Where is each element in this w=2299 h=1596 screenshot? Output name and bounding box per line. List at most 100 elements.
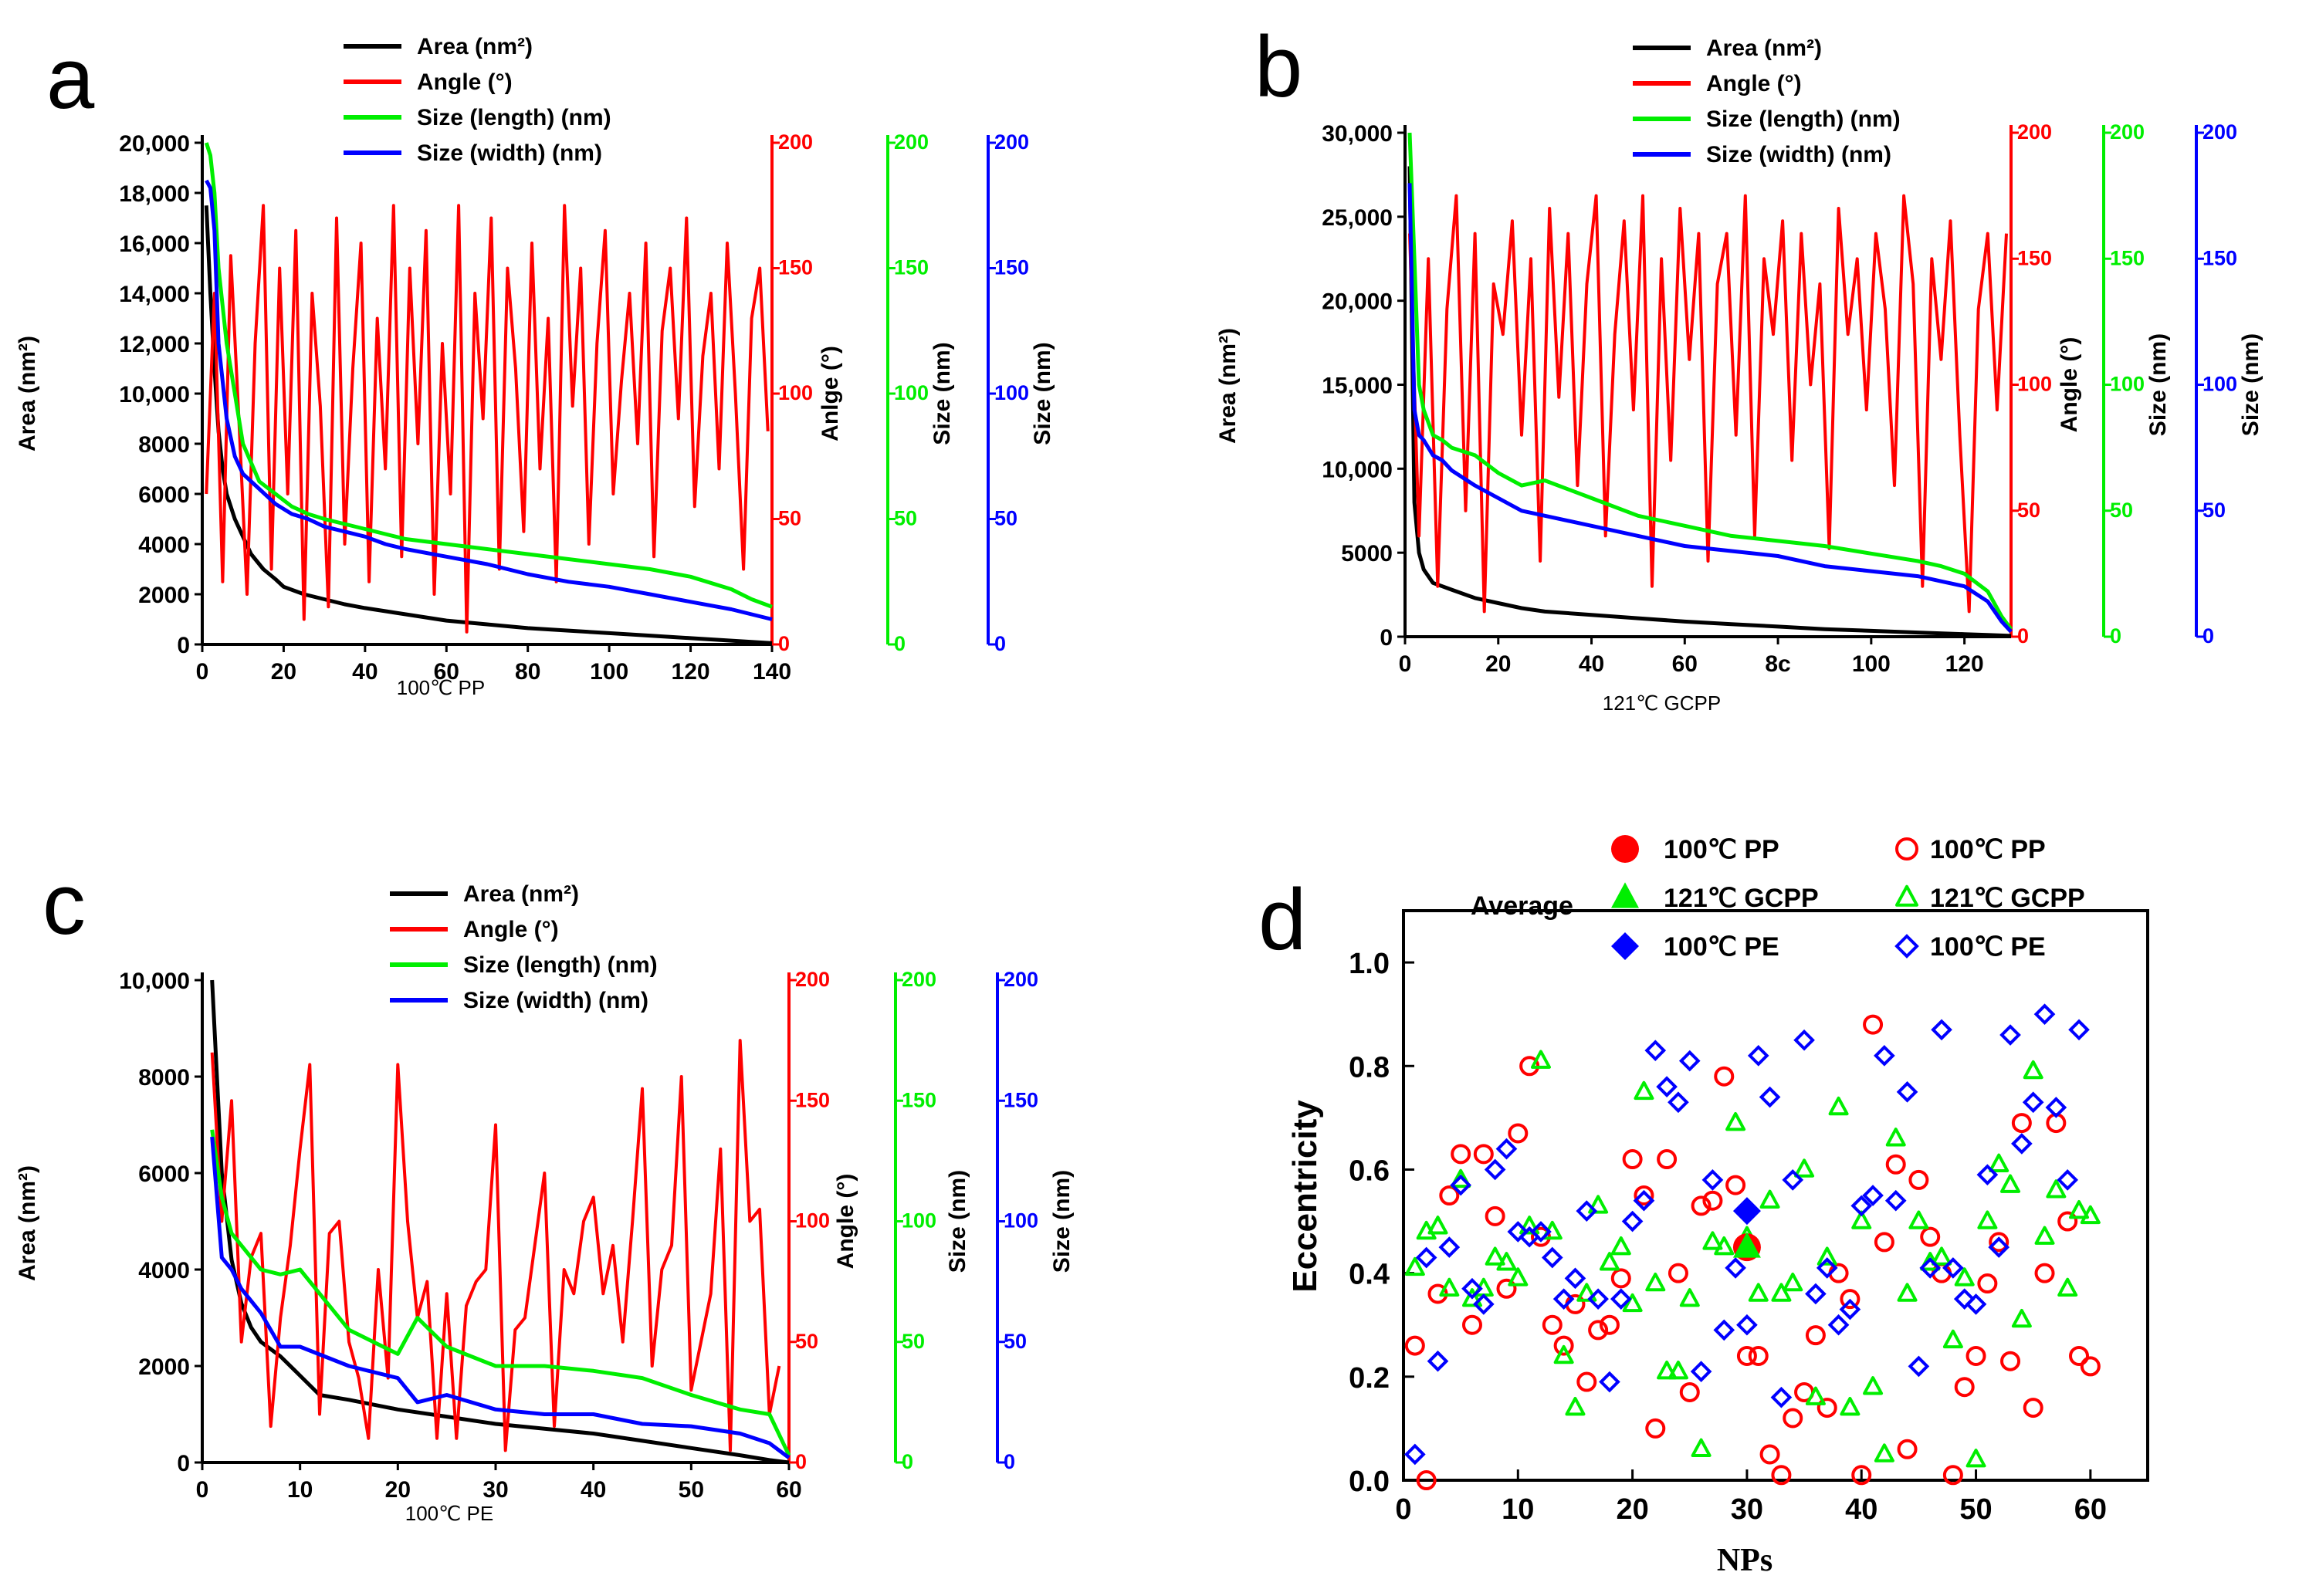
data-point	[1725, 1175, 1746, 1195]
data-point	[1495, 1138, 1518, 1160]
data-point	[1805, 1325, 1826, 1346]
left-axis-tick-label: 10,000	[1322, 457, 1393, 482]
data-point	[1908, 1355, 1930, 1378]
average-point	[1732, 1232, 1761, 1258]
legend-label: Area (nm²)	[463, 881, 579, 907]
data-point	[1932, 1246, 1952, 1266]
data-point	[1690, 1361, 1712, 1382]
x-axis-tick-label: 50	[1959, 1493, 1992, 1526]
x-axis-tick-label: 120	[672, 659, 710, 685]
x-axis-tick-label: 20	[1616, 1493, 1648, 1526]
series-line-4	[210, 1136, 791, 1459]
series-line-2	[210, 1039, 781, 1452]
legend-swatch-filled	[1611, 882, 1639, 908]
legend-label: 100℃ PE	[1930, 932, 2046, 962]
data-point	[1874, 1045, 1895, 1067]
left-axis-tick-label: 0	[177, 633, 190, 658]
x-axis-tick-label: 140	[753, 659, 791, 685]
x-axis-label: 100℃ PP	[397, 676, 486, 699]
left-axis-tick-label: 14,000	[119, 282, 190, 307]
data-point	[1862, 1185, 1884, 1206]
legend-swatch-open	[1895, 884, 1918, 907]
data-point	[1782, 1169, 1804, 1191]
x-axis-tick-label: 120	[1945, 651, 1984, 677]
legend-label: Size (length) (nm)	[1706, 107, 1901, 132]
series-line-1	[1407, 166, 2012, 638]
data-point	[1599, 1371, 1620, 1393]
data-point	[1404, 1443, 1426, 1466]
data-point	[2011, 1133, 2033, 1155]
data-point	[1748, 1283, 1769, 1302]
legend-label: 121℃ GCPP	[1930, 884, 2085, 913]
data-point	[1427, 1216, 1448, 1235]
data-point	[2034, 1263, 2055, 1283]
legend-label: 100℃ PP	[1664, 835, 1779, 864]
data-point	[2057, 1211, 2078, 1232]
x-axis-tick-label: 100	[1852, 651, 1891, 677]
data-point	[1965, 1345, 1986, 1366]
x-axis-label: 121℃ GCPP	[1603, 691, 1722, 715]
data-point	[1496, 1252, 1517, 1271]
data-point	[2057, 1277, 2078, 1297]
right-axis-tick-label: 200	[2017, 120, 2052, 144]
data-point	[1989, 1232, 2010, 1253]
data-point	[1530, 1050, 1551, 1069]
data-point	[1725, 1257, 1746, 1279]
legend-label: Size (width) (nm)	[463, 988, 648, 1013]
right-axis-tick-label: 150	[2110, 246, 2145, 269]
panel-a: a0200040006000800010,00012,00014,00016,0…	[15, 30, 1055, 699]
data-point	[1472, 1293, 1495, 1315]
panel-letter-a: a	[46, 30, 95, 127]
x-axis-tick-label: 8с	[1765, 651, 1790, 677]
right-axis-tick-label: 150	[2203, 246, 2237, 269]
data-point	[1850, 1195, 1873, 1217]
data-point	[2011, 1113, 2032, 1134]
right-axis-label-3: Size (nm)	[1030, 342, 1055, 445]
data-point	[1451, 1144, 1471, 1165]
data-point	[1588, 1320, 1609, 1341]
right-axis-tick-label: 200	[994, 130, 1029, 154]
x-axis-tick-label: 40	[1845, 1493, 1877, 1526]
data-point	[1599, 1252, 1620, 1271]
legend-label: 100℃ PE	[1664, 932, 1779, 962]
y-axis-tick-label: 0.8	[1349, 1051, 1390, 1084]
right-axis-tick-label: 0	[795, 1450, 807, 1473]
data-point	[1542, 1314, 1563, 1335]
left-axis-tick-label: 4000	[138, 533, 190, 558]
data-point	[1621, 1210, 1644, 1233]
data-point	[1884, 1189, 1907, 1212]
data-point	[1942, 1257, 1964, 1279]
right-axis-tick-label: 150	[894, 256, 929, 279]
right-axis-label-1: Anlge (°)	[818, 346, 843, 441]
x-axis-tick-label: 80	[515, 659, 540, 685]
y-axis-label: Eccentricity	[1286, 1100, 1324, 1293]
right-axis-tick-label: 100	[2203, 373, 2237, 396]
data-point	[1484, 1158, 1506, 1181]
data-point	[2069, 1345, 2090, 1366]
data-point	[2000, 1174, 2021, 1193]
legend-label: Angle (°)	[463, 917, 559, 942]
x-axis-tick-label: 30	[482, 1477, 508, 1503]
right-axis-tick-label: 100	[778, 381, 813, 404]
data-point	[1942, 1465, 1963, 1486]
data-point	[1461, 1288, 1482, 1307]
panel-letter-c: c	[42, 856, 86, 952]
data-point	[1771, 1465, 1792, 1486]
data-point	[1610, 1268, 1631, 1289]
left-axis-tick-label: 12,000	[119, 332, 190, 357]
data-point	[1553, 1344, 1574, 1364]
data-point	[2045, 1097, 2067, 1118]
series-line-1	[210, 979, 790, 1465]
right-axis-label-3: Size (nm)	[2238, 333, 2263, 436]
legend-swatch-open	[1894, 934, 1919, 959]
right-axis-tick-label: 0	[894, 632, 906, 655]
y-axis-tick-label: 0.0	[1349, 1466, 1390, 1498]
data-point	[1564, 1267, 1586, 1290]
left-axis-tick-label: 8000	[138, 1065, 190, 1090]
right-axis-tick-label: 50	[778, 507, 801, 530]
right-axis-tick-label: 200	[2110, 120, 2145, 144]
series-line-3	[204, 142, 773, 609]
data-point	[1439, 1277, 1460, 1297]
right-axis-label-2: Size (nm)	[929, 342, 955, 445]
